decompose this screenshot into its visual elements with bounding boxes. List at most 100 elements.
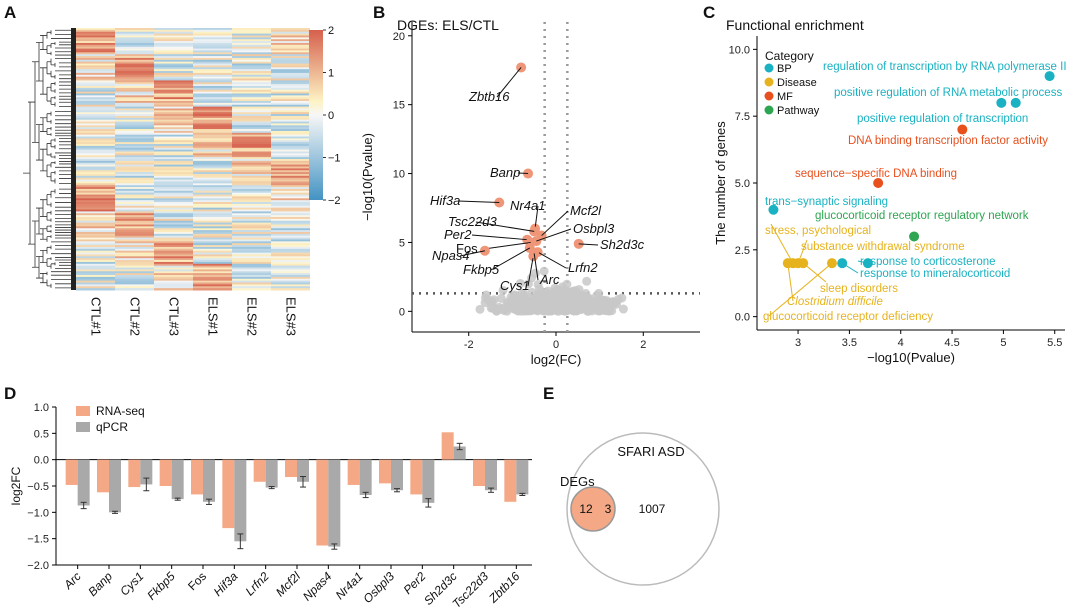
qpcr-bar <box>516 459 529 495</box>
heatmap-cell <box>193 222 232 225</box>
heatmap-cell <box>76 273 115 276</box>
heatmap-cell <box>232 217 271 220</box>
heatmap-cell <box>232 220 271 224</box>
heatmap-cell <box>271 181 310 184</box>
heatmap-cell <box>232 177 271 181</box>
heatmap-cell <box>115 288 154 291</box>
heatmap-cell <box>154 202 193 205</box>
heatmap-cell <box>271 35 310 38</box>
heatmap-cell <box>193 54 232 57</box>
heatmap-cell <box>193 246 232 250</box>
heatmap-cell <box>76 56 115 59</box>
heatmap-cell <box>115 202 154 205</box>
heatmap-cell <box>76 200 115 203</box>
heatmap-cell <box>193 106 232 109</box>
heatmap-cell <box>232 278 271 282</box>
heatmap-cell <box>232 28 271 31</box>
heatmap-cell <box>76 231 115 235</box>
heatmap-cell <box>193 115 232 119</box>
heatmap-cell <box>76 276 115 280</box>
heatmap-cell <box>154 198 193 201</box>
rnaseq-bar <box>285 459 297 478</box>
heatmap-cell <box>154 100 193 104</box>
heatmap-cell <box>232 207 271 211</box>
x-tick-label: -2 <box>464 339 474 351</box>
term-label: Clostridium difficile <box>787 296 883 308</box>
heatmap-cell <box>115 175 154 179</box>
heatmap-cell <box>271 220 310 224</box>
qpcr-bar <box>328 459 341 547</box>
heatmap-cell <box>271 217 310 220</box>
heatmap-cell <box>76 108 115 111</box>
heatmap-cell <box>271 89 310 93</box>
heatmap-cell <box>154 35 193 38</box>
heatmap-cell <box>271 205 310 209</box>
gene-label: Per2 <box>444 227 472 242</box>
enrichment-point <box>862 258 873 269</box>
heatmap-cell <box>232 86 271 89</box>
heatmap-cell <box>193 175 232 179</box>
heatmap-cell <box>115 230 154 233</box>
heatmap-cell <box>232 54 271 57</box>
nonsignificant-point <box>484 295 494 305</box>
heatmap-cell <box>76 160 115 164</box>
heatmap-cell <box>76 168 115 171</box>
heatmap-cell <box>115 86 154 89</box>
heatmap-cell <box>193 67 232 70</box>
heatmap-cell <box>115 172 154 175</box>
heatmap-cell <box>115 213 154 216</box>
heatmap-cell <box>271 117 310 121</box>
heatmap-cell <box>76 140 115 143</box>
heatmap-cell <box>193 44 232 48</box>
panel-letter-e: E <box>543 384 554 403</box>
heatmap-cell <box>115 252 154 255</box>
volcano-x-label: log2(FC) <box>531 352 582 367</box>
heatmap-cell <box>76 211 115 214</box>
heatmap-cell <box>76 271 115 274</box>
heatmap-cell <box>76 42 115 46</box>
heatmap-cell <box>76 233 115 237</box>
heatmap-cell <box>115 91 154 94</box>
heatmap-cell <box>232 99 271 102</box>
heatmap-cell <box>76 104 115 108</box>
heatmap-legend-label: 2 <box>328 25 334 37</box>
nonsignificant-point <box>581 292 591 302</box>
heatmap-grid <box>71 28 310 291</box>
heatmap-cell <box>193 179 232 182</box>
rnaseq-bar <box>410 459 423 495</box>
heatmap-cell <box>271 235 310 239</box>
heatmap-cell <box>154 263 193 267</box>
heatmap-cell <box>115 217 154 220</box>
gene-label-leader <box>490 247 531 271</box>
enrichment-point <box>837 258 848 269</box>
heatmap-cell <box>271 177 310 181</box>
gene-label: Arc <box>539 272 560 287</box>
heatmap-cell <box>232 282 271 285</box>
heatmap-cell <box>76 144 115 147</box>
panel-b: B DGEs: ELS/CTL-2 0 205101520log2(FC)−log1… <box>360 3 700 367</box>
gene-label-leader <box>517 172 529 175</box>
heatmap-cell <box>193 218 232 222</box>
heatmap-cell <box>193 177 232 181</box>
heatmap-legend-label: −1 <box>328 153 341 165</box>
heatmap-cell <box>76 117 115 121</box>
heatmap-cell <box>232 233 271 237</box>
heatmap-cell <box>193 269 232 272</box>
heatmap-cell <box>193 29 232 33</box>
heatmap-cell <box>76 119 115 123</box>
heatmap-cell <box>193 254 232 257</box>
heatmap-cell <box>76 57 115 61</box>
heatmap-cell <box>193 159 232 162</box>
heatmap-cell <box>154 288 193 291</box>
nonsignificant-point <box>539 266 549 276</box>
heatmap-cell <box>232 48 271 51</box>
heatmap-cell <box>271 65 310 68</box>
heatmap-cell <box>232 89 271 93</box>
panel-a: A CTL#1 CTL#2 CTL#3 ELS#1 ELS#2 ELS#3 2 1 0 −1 −2 <box>4 3 341 336</box>
heatmap-cell <box>76 196 115 199</box>
heatmap-cell <box>76 252 115 255</box>
heatmap-cell <box>271 121 310 124</box>
heatmap-cell <box>193 196 232 199</box>
heatmap-cell <box>76 50 115 53</box>
heatmap-cell <box>193 198 232 201</box>
